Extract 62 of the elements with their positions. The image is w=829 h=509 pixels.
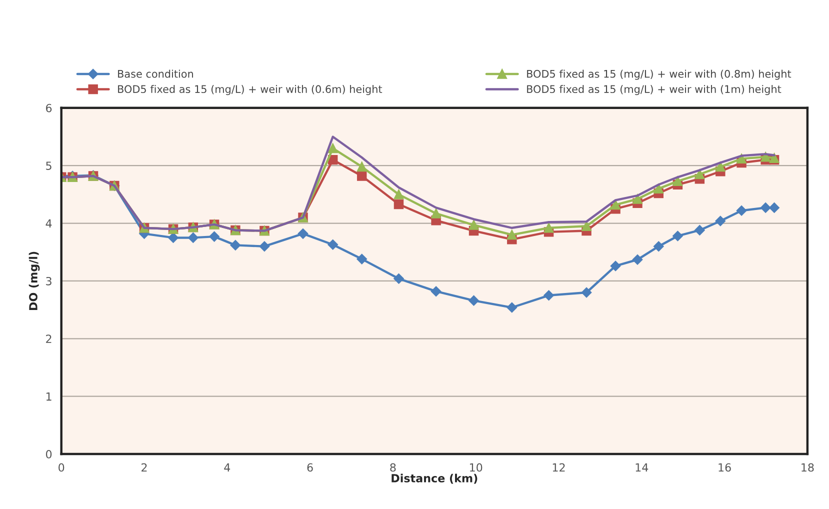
point [716, 162, 726, 172]
x-tick-label: 12 [552, 463, 565, 472]
x-tick-label: 2 [142, 463, 147, 472]
x-tick-label: 8 [390, 463, 396, 472]
x-tick-label: 10 [470, 463, 482, 472]
point [654, 184, 664, 194]
point [672, 176, 683, 186]
point [736, 205, 747, 216]
legend-label: BOD5 fixed as 15 (mg/L) + weir with (0.8m) height [527, 70, 792, 80]
point [507, 230, 517, 240]
point [468, 220, 479, 230]
point [394, 190, 404, 200]
point [328, 240, 338, 250]
point [610, 260, 621, 272]
point [356, 171, 367, 181]
point [581, 287, 592, 298]
x-tick-label: 16 [718, 463, 731, 472]
point [544, 290, 554, 301]
point [694, 225, 705, 236]
point [632, 194, 642, 204]
point [610, 200, 620, 210]
y-tick-label: 0 [46, 450, 52, 458]
x-tick-label: 4 [224, 463, 230, 472]
y-tick-label: 2 [46, 334, 52, 343]
point [769, 202, 780, 213]
point [259, 241, 270, 252]
point [328, 143, 338, 154]
point [760, 202, 771, 213]
legend-label: BOD5 fixed as 15 (mg/L) + weir with (1m) height [527, 84, 782, 96]
point [694, 169, 705, 180]
point [430, 286, 442, 296]
point [544, 223, 554, 233]
x-tick-label: 0 [58, 463, 64, 472]
point [356, 162, 367, 172]
x-axis-title: Distance (km) [392, 474, 478, 484]
point [209, 231, 220, 242]
point [356, 254, 367, 264]
point [632, 254, 643, 265]
point [394, 274, 404, 284]
point [715, 216, 726, 226]
point [506, 302, 518, 313]
legend-label: BOD5 fixed as 15 (mg/L) + weir with (0.6m) height [118, 84, 382, 96]
y-axis-title: DO (mg/l) [28, 252, 40, 310]
point [394, 199, 404, 210]
y-tick-label: 4 [46, 219, 52, 228]
x-tick-label: 14 [636, 463, 648, 472]
point [298, 228, 308, 239]
x-tick-label: 18 [802, 463, 814, 472]
y-tick-label: 6 [46, 104, 52, 112]
point [672, 230, 683, 242]
point [654, 241, 664, 252]
point [431, 208, 441, 218]
y-tick-label: 1 [46, 392, 52, 401]
y-tick-label: 3 [46, 276, 52, 286]
point [468, 295, 479, 306]
point [168, 232, 178, 243]
point [582, 221, 592, 232]
point [230, 240, 241, 250]
x-tick-label: 6 [307, 463, 313, 472]
point [188, 232, 198, 243]
legend-label: Base condition [118, 70, 193, 78]
y-tick-label: 5 [46, 162, 52, 170]
